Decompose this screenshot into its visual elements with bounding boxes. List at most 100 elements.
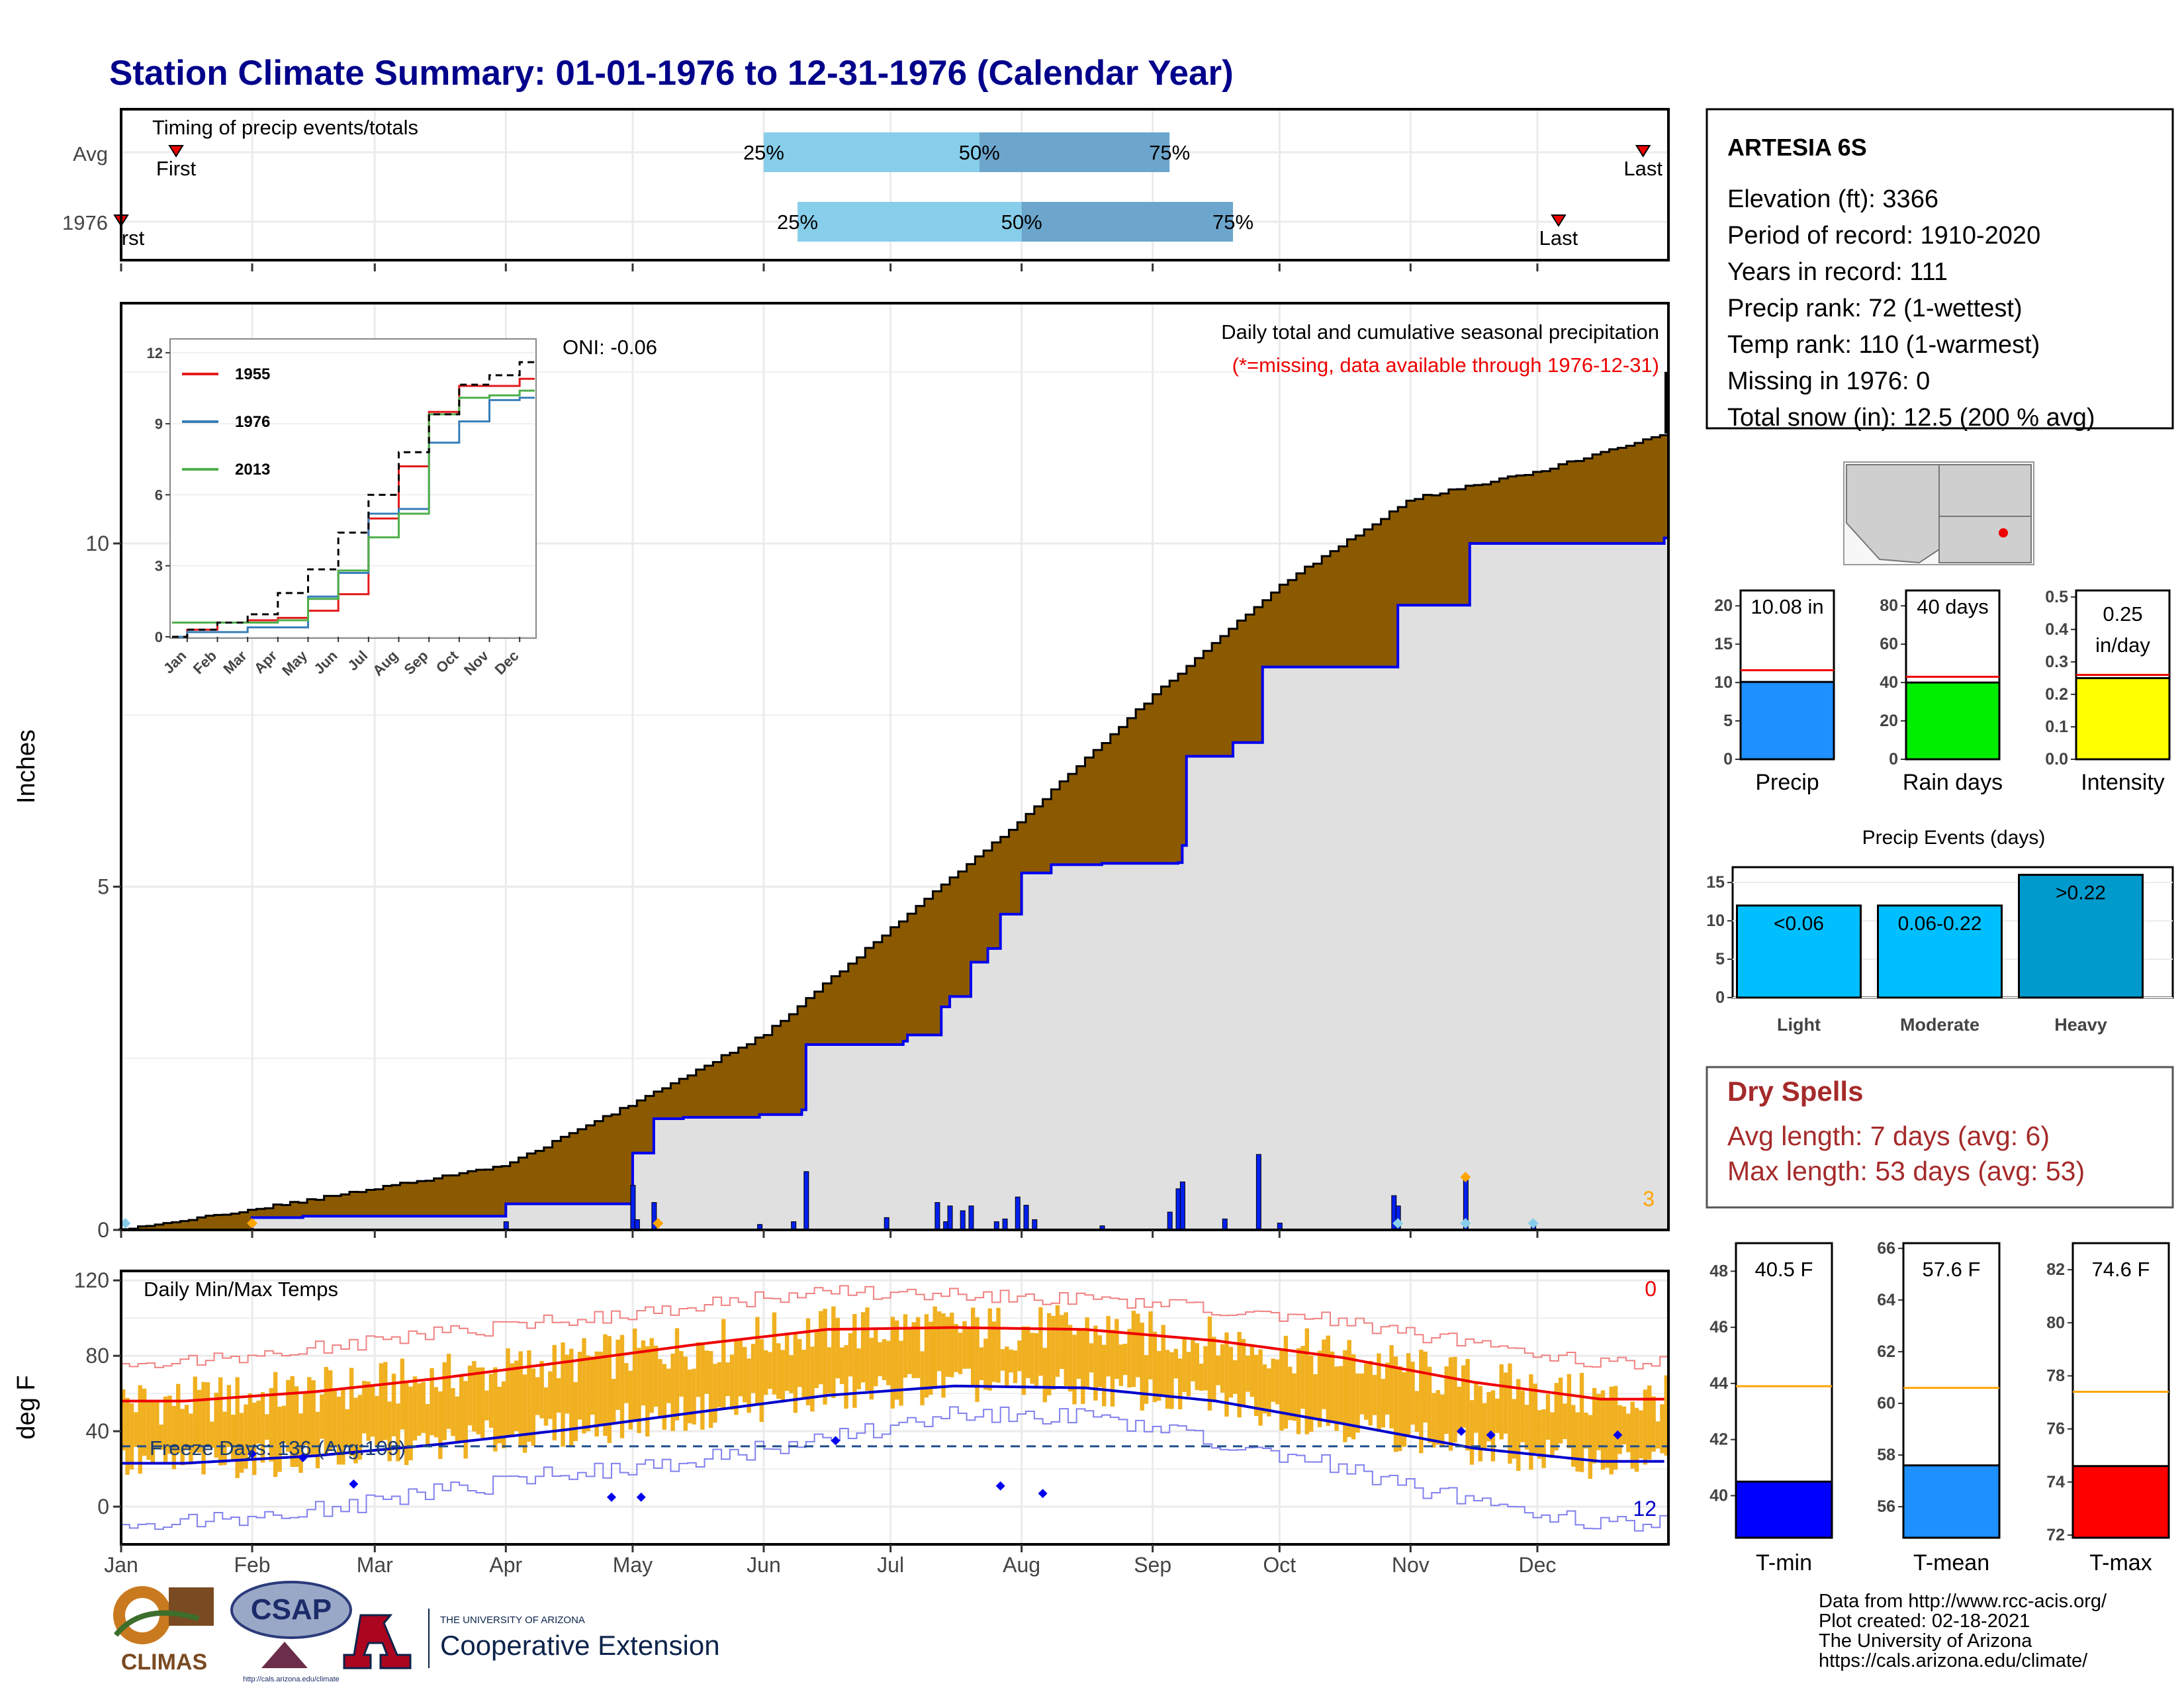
year-cumulative-area <box>121 538 1668 1230</box>
daily-temp-bar <box>975 1317 979 1402</box>
precip-count-label: 3 <box>1643 1187 1655 1211</box>
record-low-marker <box>831 1436 841 1446</box>
daily-temp-bar <box>332 1390 337 1446</box>
daily-temp-bar <box>1423 1351 1428 1423</box>
summary-bar-chart-intensity: 0.0 0.1 0.2 0.3 0.4 0.5 0.25 in/day Intensity <box>2045 588 2171 795</box>
y-tick-label: 20 <box>1714 596 1733 615</box>
daily-temp-bar <box>265 1414 269 1440</box>
daily-temp-bar <box>1343 1350 1347 1442</box>
daily-temp-bar <box>1224 1332 1229 1417</box>
temp-bar-name: T-max <box>2089 1550 2152 1575</box>
daily-precip-bar <box>884 1217 889 1231</box>
footer: CLIMAS CSAP http://cals.arizona.edu/clim… <box>113 1581 2107 1683</box>
info-line: Missing in 1976: 0 <box>1727 367 1930 395</box>
daily-temp-bar <box>548 1371 553 1419</box>
daily-temp-bar <box>1038 1307 1043 1376</box>
daily-temp-bar <box>1173 1348 1179 1379</box>
inset-y-tick-label: 12 <box>147 345 163 361</box>
daily-temp-bar <box>1448 1357 1453 1451</box>
daily-temp-bar <box>1372 1375 1377 1415</box>
daily-temp-bar <box>1279 1350 1284 1431</box>
percentile-label: 50% <box>959 141 1000 164</box>
daily-temp-bar <box>1381 1379 1386 1428</box>
daily-temp-bar <box>260 1392 265 1463</box>
daily-temp-bar <box>983 1338 988 1390</box>
daily-temp-bar <box>1216 1355 1220 1385</box>
y-tick-label: 72 <box>2046 1526 2065 1544</box>
event-bar-moderate <box>1877 904 2003 999</box>
daily-temp-bar <box>1351 1354 1356 1440</box>
daily-temp-bar <box>1469 1400 1475 1465</box>
daily-temp-bar <box>734 1338 739 1415</box>
daily-temp-bar <box>1085 1317 1089 1388</box>
daily-temp-bar <box>1106 1316 1111 1377</box>
daily-temp-bar <box>1660 1404 1664 1454</box>
daily-temp-bar <box>1435 1390 1441 1445</box>
daily-temp-bar <box>1127 1329 1132 1388</box>
daily-temp-bar <box>1212 1336 1216 1402</box>
daily-temp-bar <box>1283 1335 1289 1429</box>
daily-temp-bar <box>598 1351 604 1425</box>
event-bar-name: Heavy <box>2054 1015 2107 1035</box>
event-marker <box>1527 1218 1539 1229</box>
daily-precip-bar <box>1222 1218 1228 1231</box>
daily-temp-bar <box>1313 1374 1318 1419</box>
daily-temp-bar <box>962 1321 967 1369</box>
daily-temp-bar <box>1524 1405 1529 1450</box>
daily-temp-bar <box>167 1395 172 1454</box>
daily-temp-bar <box>1233 1360 1238 1394</box>
daily-temp-bar <box>607 1336 612 1443</box>
daily-temp-bar <box>1122 1343 1128 1376</box>
daily-temp-bar <box>412 1376 418 1441</box>
daily-temp-bar <box>1406 1353 1411 1437</box>
daily-temp-bar <box>1309 1355 1314 1432</box>
temp-value-label: 57.6 F <box>1923 1258 1981 1281</box>
daily-temp-bar <box>1516 1379 1521 1472</box>
daily-temp-bar <box>1486 1391 1491 1442</box>
temp-bar-chart-t-mean: 56 58 60 62 64 66 57.6 F T-mean <box>1877 1239 2001 1575</box>
y-tick-label: 60 <box>1877 1394 1895 1413</box>
daily-temp-bar <box>543 1387 549 1426</box>
average-max-line <box>121 1326 1664 1403</box>
y-tick-label: 58 <box>1877 1446 1895 1464</box>
daily-temp-bar <box>252 1402 257 1476</box>
credit-line: Data from http://www.rcc-acis.org/ <box>1819 1591 2107 1612</box>
daily-temp-bar <box>1330 1351 1335 1423</box>
y-tick-label: 0.4 <box>2045 620 2068 639</box>
y-tick-label: 40 <box>1880 673 1898 692</box>
daily-temp-bar <box>768 1352 772 1389</box>
daily-temp-bar <box>506 1348 510 1436</box>
daily-temp-bar <box>455 1396 460 1443</box>
y-tick-label: 78 <box>2046 1366 2065 1385</box>
daily-temp-bar <box>222 1411 227 1466</box>
csap-logo: CSAP http://cals.arizona.edu/climate <box>230 1581 352 1683</box>
daily-precip-bar <box>934 1202 940 1231</box>
daily-temp-bar <box>933 1306 937 1387</box>
daily-temp-bar <box>235 1377 240 1478</box>
daily-temp-bar <box>1064 1312 1068 1386</box>
daily-temp-bar <box>1419 1349 1424 1454</box>
event-bar-label: <0.06 <box>1774 913 1824 935</box>
daily-temp-bar <box>138 1385 142 1474</box>
temp-bar-chart-t-max: 72 74 76 78 80 82 74.6 F T-max <box>2046 1242 2170 1575</box>
daily-temp-bar <box>286 1380 291 1452</box>
daily-temp-bar <box>1195 1342 1199 1390</box>
daily-temp-bar <box>391 1374 396 1436</box>
record-low-marker <box>248 1449 257 1459</box>
record-max-line <box>121 1285 1668 1370</box>
temp-bar-chart-t-min: 40 42 44 46 48 40.5 F T-min <box>1709 1242 1833 1575</box>
month-label: Oct <box>1263 1553 1296 1577</box>
daily-temp-bar <box>687 1369 692 1424</box>
svg-text:http://cals.arizona.edu/climat: http://cals.arizona.edu/climate <box>243 1675 340 1683</box>
daily-temp-bar <box>189 1413 193 1465</box>
daily-temp-bar <box>184 1405 189 1449</box>
daily-temp-bar <box>1334 1366 1339 1431</box>
record-min-line <box>121 1406 1668 1532</box>
daily-temp-bar <box>1144 1355 1149 1404</box>
daily-temp-bar <box>1575 1412 1580 1472</box>
daily-temp-bar <box>1060 1315 1064 1369</box>
y-tick-label: 40 <box>85 1419 109 1443</box>
daily-temp-bar <box>1089 1343 1094 1373</box>
inset-legend-label: 1955 <box>235 365 270 383</box>
daily-temp-bar <box>1398 1366 1402 1452</box>
